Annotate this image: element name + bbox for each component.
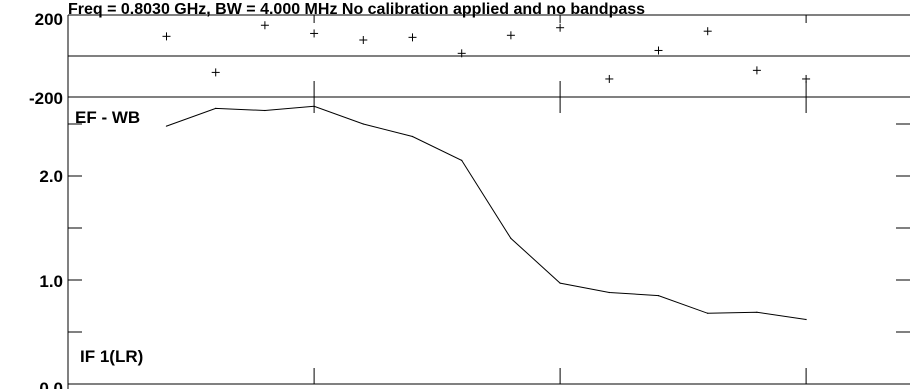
lower-point-6 (461, 159, 463, 161)
upper-point-9 (605, 74, 614, 83)
upper-point-3 (310, 29, 319, 38)
upper-point-7 (506, 31, 515, 40)
upper-point-12 (752, 66, 761, 75)
lower-point-10 (657, 295, 660, 297)
lower-point-11 (707, 312, 709, 314)
lower-line-series (165, 105, 807, 321)
lower-point-2 (264, 109, 266, 112)
lower-y-tick-label-0: 0.0 (39, 379, 63, 389)
upper-point-8 (556, 23, 565, 32)
lower-point-9 (608, 291, 610, 294)
upper-point-5 (408, 33, 417, 42)
lower-y-tick-label-2: 2.0 (39, 167, 63, 186)
lower-point-1 (215, 107, 217, 109)
upper-point-2 (260, 21, 269, 30)
panel-label-if: IF 1(LR) (80, 347, 143, 366)
upper-scatter-series (162, 21, 811, 83)
upper-y-tick-label-top: 200 (35, 10, 63, 29)
upper-point-10 (654, 46, 663, 55)
chart-title: Freq = 0.8030 GHz, BW = 4.000 MHz No cal… (68, 1, 645, 18)
lower-series-line (166, 105, 807, 320)
upper-point-13 (802, 74, 811, 83)
upper-point-11 (703, 27, 712, 36)
upper-point-6 (457, 49, 466, 58)
lower-point-8 (559, 282, 561, 284)
lower-point-0 (165, 125, 168, 127)
lower-point-13 (805, 318, 807, 321)
axes (67, 14, 910, 389)
lower-point-4 (362, 123, 364, 125)
upper-point-1 (211, 68, 220, 77)
upper-point-4 (359, 36, 368, 45)
upper-point-0 (162, 32, 171, 41)
panel-label-baseline: EF - WB (75, 108, 140, 127)
lower-point-12 (756, 311, 758, 313)
upper-y-tick-label-bottom: -200 (29, 89, 63, 108)
lower-point-5 (411, 135, 414, 138)
lower-y-tick-label-1: 1.0 (39, 272, 63, 291)
lower-point-7 (510, 237, 512, 239)
lower-point-3 (313, 105, 315, 107)
tick-marks (68, 15, 910, 384)
